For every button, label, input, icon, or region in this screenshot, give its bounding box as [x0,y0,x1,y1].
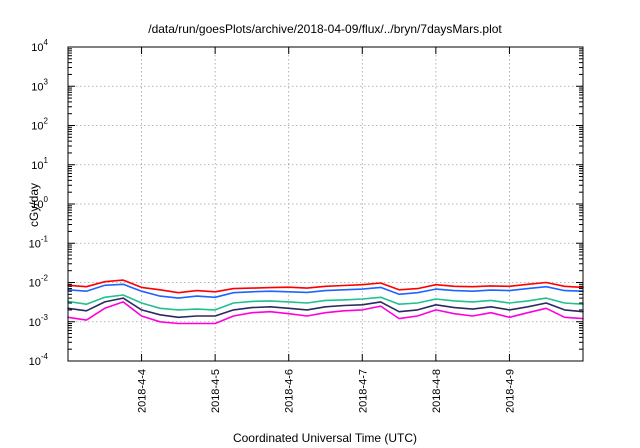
y-tick-label: 103 [31,77,48,93]
series-line-5 [67,301,584,325]
y-tick-label: 102 [31,117,48,133]
ticks [68,46,583,362]
x-tick-label: 2018-4-5 [210,369,222,413]
y-tick-labels: 10-4 10-3 10-2 10-1 100 101 102 103 104 [29,38,49,368]
y-tick-label: 101 [31,156,48,172]
y-tick-label: 100 [31,195,48,211]
chart-title: /data/run/goesPlots/archive/2018-04-09/f… [148,22,502,36]
x-tick-labels: 2018-4-4 2018-4-5 2018-4-6 2018-4-7 2018-4-8… [137,369,517,413]
y-axis-title: cGy/day [27,183,41,227]
series-group [67,279,584,325]
x-tick-label: 2018-4-4 [137,369,149,413]
series-line-1 [67,279,584,294]
x-tick-label: 2018-4-8 [431,369,443,413]
x-axis-title: Coordinated Universal Time (UTC) [233,431,417,445]
grid [68,47,583,361]
series-line-2 [67,283,584,299]
series-line-4 [67,297,584,319]
x-tick-label: 2018-4-6 [284,369,296,413]
x-tick-label: 2018-4-9 [504,369,516,413]
series-line-3 [67,294,584,311]
y-tick-label: 10-3 [29,313,49,329]
y-tick-label: 10-4 [29,352,49,368]
y-tick-label: 10-1 [29,234,49,250]
y-tick-label: 10-2 [29,274,49,290]
x-tick-label: 2018-4-7 [357,369,369,413]
y-tick-label: 104 [31,38,48,54]
